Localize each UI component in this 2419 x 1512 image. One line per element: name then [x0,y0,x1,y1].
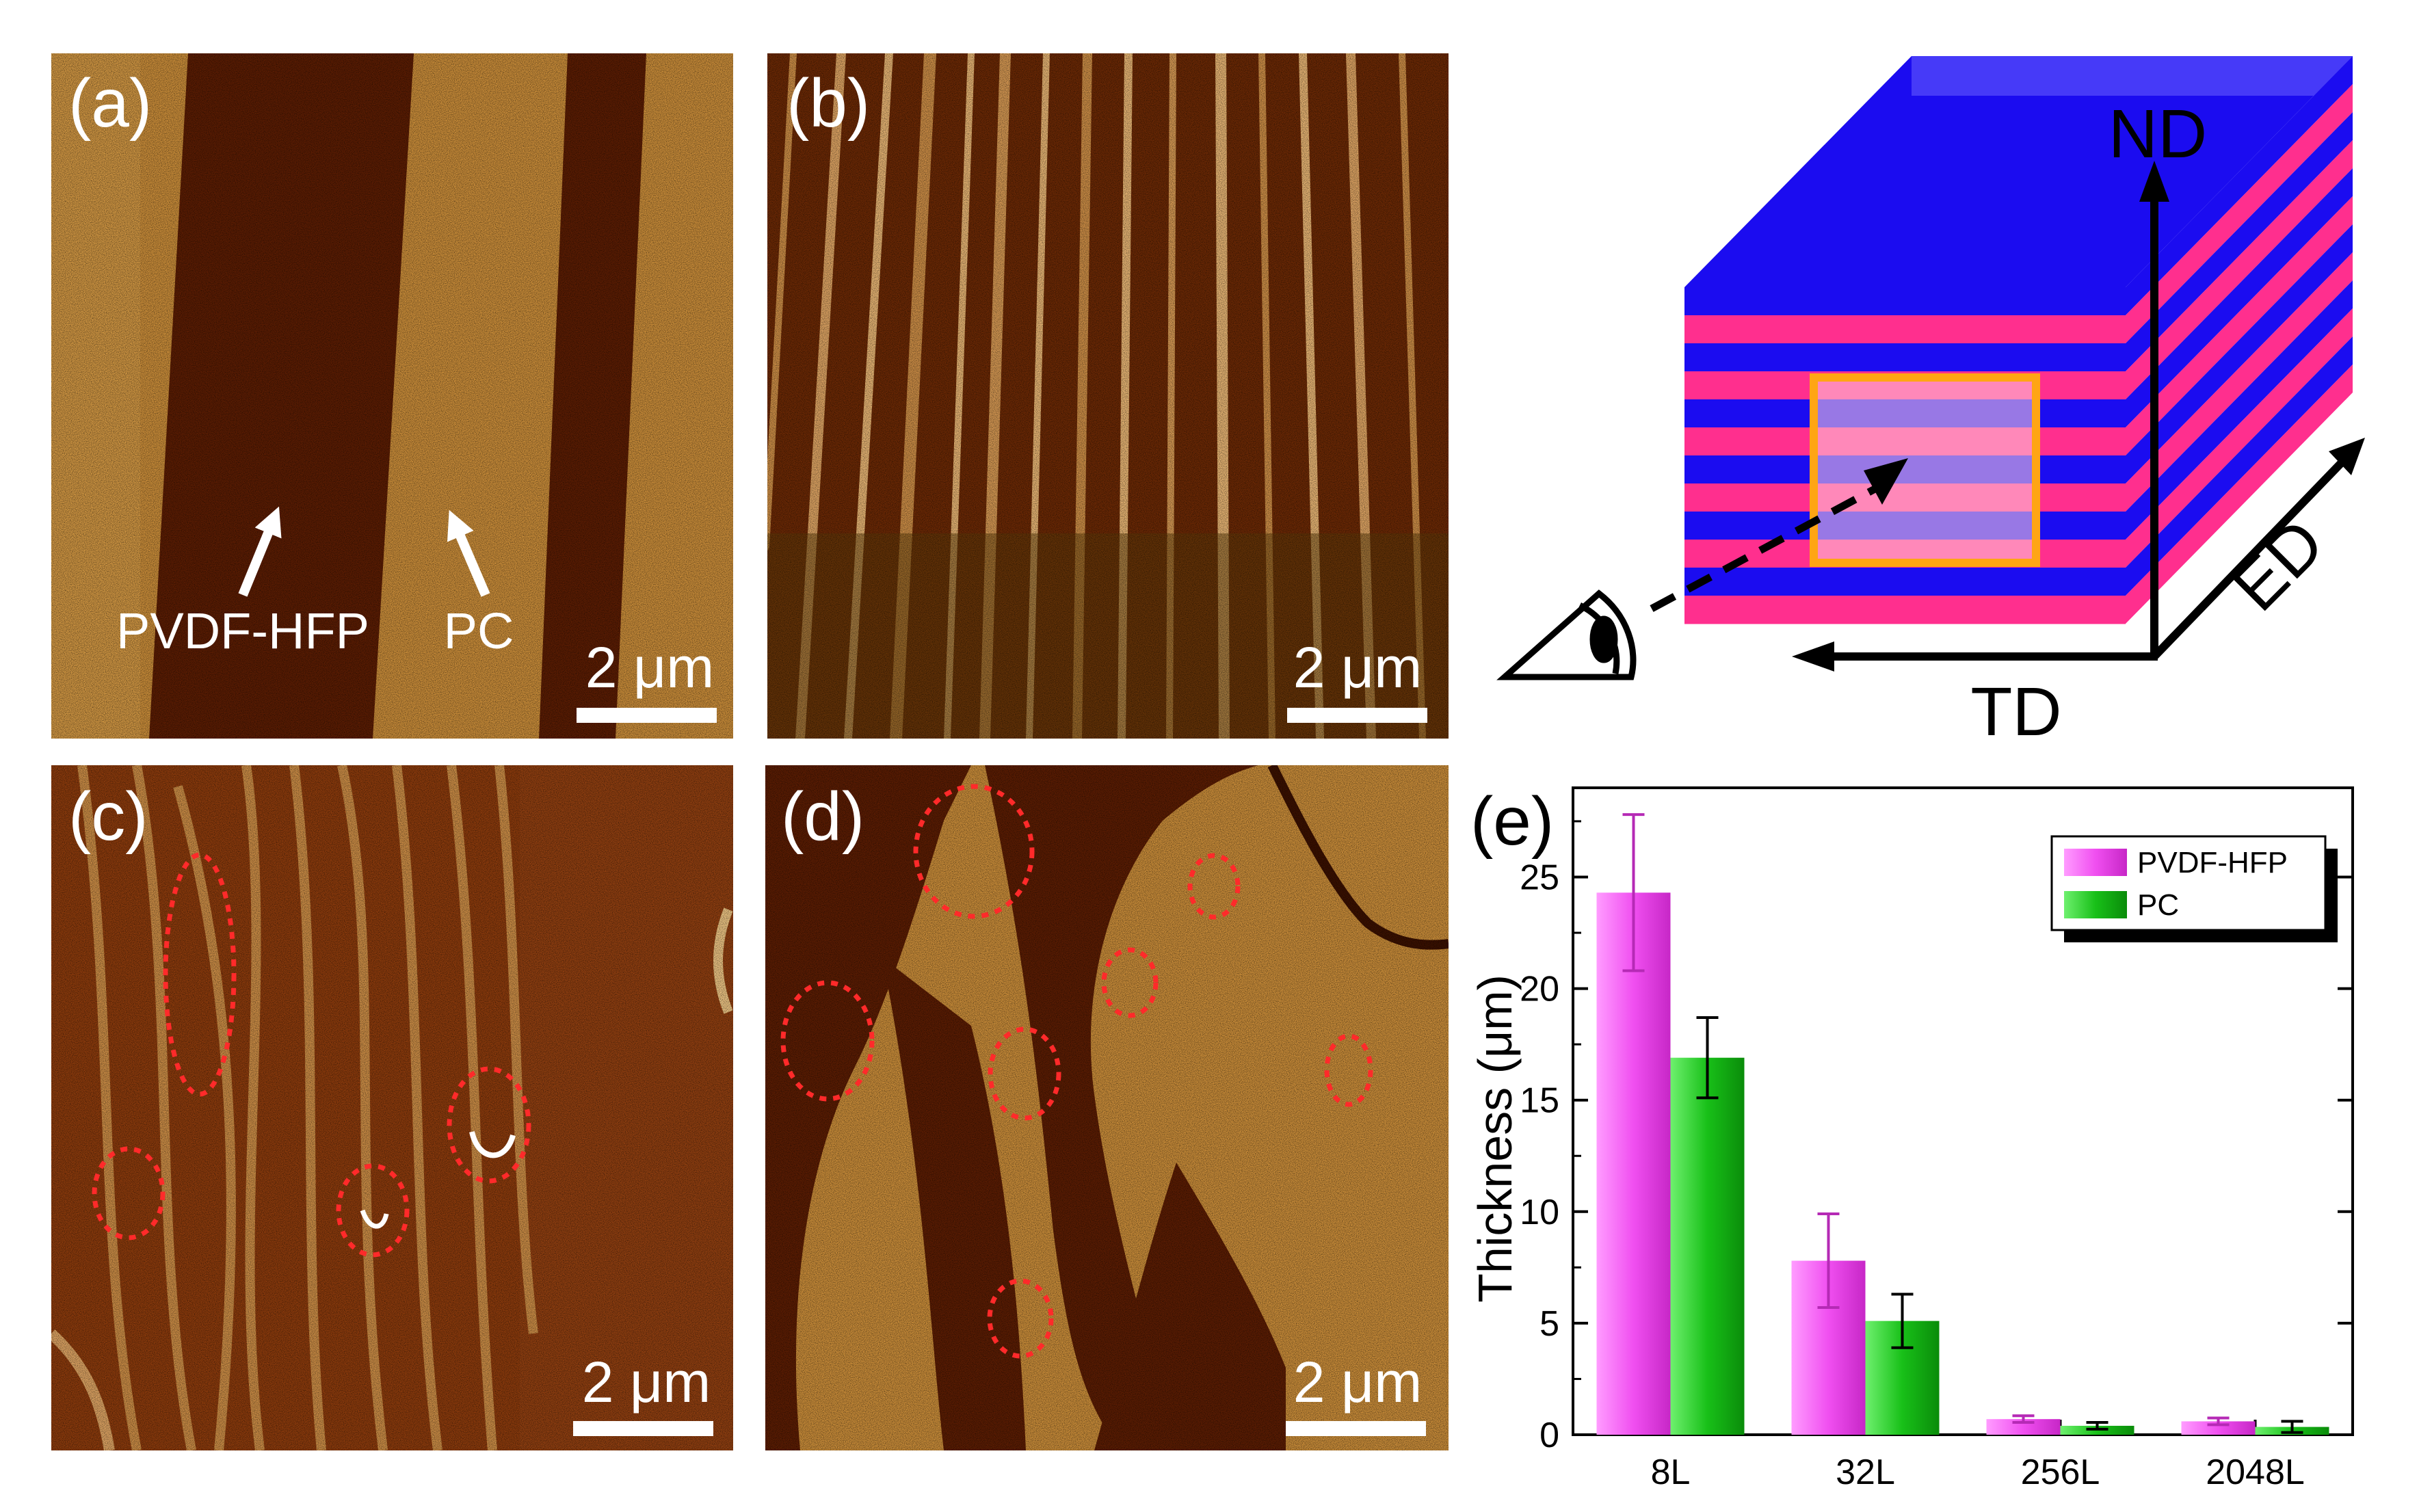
panel-c-grain [51,765,733,1450]
side-layer [2126,252,2353,512]
panel-a: PVDF-HFP PC (a) 2 μm [51,53,733,739]
panel-b: (b) 2 μm [767,53,1449,739]
panel-b-scale-bar [1287,708,1427,723]
plot-frame [1572,786,2354,1436]
eye-icon [1496,589,1637,680]
panel-d-scale-label: 2 μm [1293,1350,1422,1414]
front-layer [1684,343,2126,372]
layer-stack-side [2126,56,2353,624]
side-layer [2126,168,2353,427]
bar-pvdf-hfp [1596,892,1671,1435]
panel-e: (e) Thickness (μm) 0 5 10 15 20 25 8L 32L 256L 20… [1468,783,2354,1492]
side-layer [2126,84,2353,343]
pvdf-arrow [238,506,282,597]
y-tick-label: 25 [1520,858,1559,897]
panel-a-label: (a) [68,65,152,142]
front-layer [1684,287,2126,316]
x-tick-label: 32L [1836,1453,1895,1492]
panel-c-defect-2 [360,1209,389,1229]
x-tick-label: 8L [1651,1453,1691,1492]
ed-label: ED [2217,504,2338,625]
panel-c-circles [92,852,531,1258]
legend: PVDF-HFP PC [2050,835,2338,942]
legend-swatch-pvdf [2064,849,2127,876]
view-window [1810,373,2040,567]
bar-pvdf-hfp [2181,1421,2256,1435]
legend-label-pc: PC [2137,888,2179,922]
side-layer [2126,56,2353,315]
sight-line [1650,479,1890,612]
panel-b-scale-label: 2 μm [1293,635,1422,700]
layer-stack-top [1684,56,2353,287]
side-layer [2126,280,2353,540]
pc-arrow [447,509,490,597]
side-layer [2126,364,2353,624]
x-tick-label: 256L [2021,1453,2100,1492]
side-layer [2126,196,2353,455]
panel-b-grain [767,53,1449,739]
y-tick-label: 5 [1539,1304,1559,1344]
front-layer [1684,568,2126,596]
schematic: ND TD ED [1496,56,2365,750]
pvdf-label: PVDF-HFP [116,602,369,659]
legend-swatch-pc [2064,891,2127,918]
y-axis-label: Thickness (μm) [1468,974,1522,1303]
nd-label: ND [2109,96,2207,172]
panel-d-label: (d) [781,778,864,855]
panel-b-label: (b) [786,65,870,142]
cube-top-sheen [1912,56,2353,96]
panel-d-grain [765,765,1449,1450]
y-tick-label: 10 [1520,1193,1559,1232]
front-layer [1684,596,2126,624]
panel-a-grain [51,53,733,739]
panel-a-scale-label: 2 μm [585,635,714,700]
panel-c-scale-bar [573,1421,713,1436]
legend-label-pvdf: PVDF-HFP [2137,846,2288,879]
panel-d-circles [780,784,1373,1359]
panel-c-label: (c) [68,778,148,855]
front-layer [1684,315,2126,344]
ed-arrowhead [2329,438,2365,475]
td-label: TD [1970,674,2061,750]
panel-c-scale-label: 2 μm [582,1350,711,1414]
bar-pvdf-hfp [1986,1419,2061,1435]
panel-d: (d) 2 μm [765,765,1449,1450]
y-tick-label: 15 [1520,1081,1559,1121]
bar-pc [1670,1057,1745,1435]
panel-d-scale-bar [1286,1421,1426,1436]
x-tick-label: 2048L [2206,1453,2305,1492]
side-layer [2126,224,2353,483]
td-arrowhead [1792,641,1834,672]
panel-c: (c) 2 μm [51,765,733,1450]
panel-a-scale-bar [577,708,717,723]
panel-e-label: (e) [1470,783,1554,860]
side-layer [2126,336,2353,596]
side-layer [2126,308,2353,568]
sight-arrowhead [1864,458,1908,505]
y-tick-label: 0 [1539,1416,1559,1455]
ed-axis [2151,455,2349,660]
nd-arrowhead [2139,161,2169,202]
side-layer [2126,112,2353,371]
pc-label: PC [444,602,514,659]
chart-plot: 0 5 10 15 20 25 8L 32L 256L 2048L [1520,786,2354,1492]
panel-c-defect-1 [469,1130,516,1158]
cube-top-face [1684,56,2353,287]
side-layer [2126,140,2353,399]
y-tick-label: 20 [1520,970,1559,1009]
